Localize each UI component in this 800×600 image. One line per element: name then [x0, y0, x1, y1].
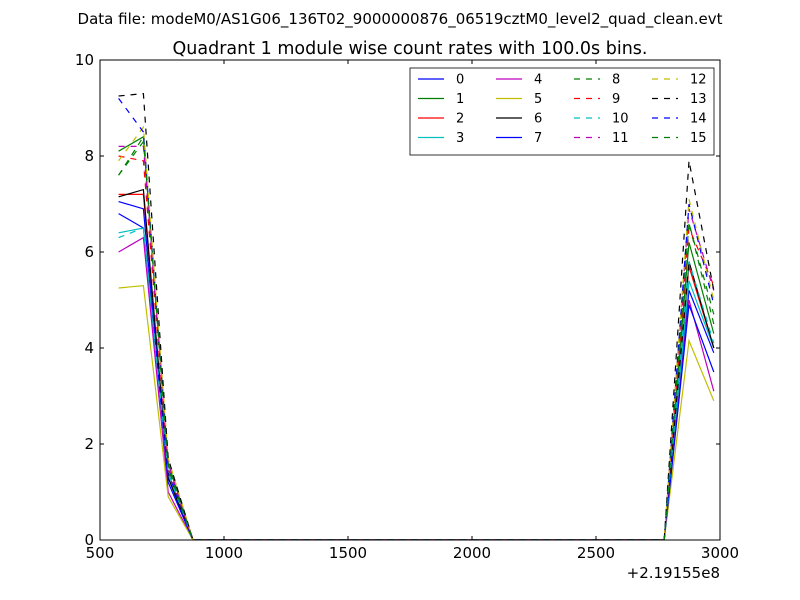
- legend-label-15: 15: [690, 131, 707, 146]
- x-tick-label: 3000: [701, 544, 739, 562]
- legend-label-12: 12: [690, 73, 707, 88]
- x-tick-label: 1500: [329, 544, 367, 562]
- x-tick-label: 500: [86, 544, 115, 562]
- y-tick-label: 2: [84, 435, 94, 453]
- legend-label-1: 1: [456, 92, 464, 107]
- y-tick-label: 10: [75, 51, 94, 69]
- legend-label-8: 8: [612, 73, 620, 88]
- x-tick-label: 2000: [453, 544, 491, 562]
- plot-frame: [99, 59, 721, 541]
- legend-label-5: 5: [534, 92, 542, 107]
- y-tick-label: 0: [84, 531, 94, 549]
- x-tick-label: 2500: [577, 544, 615, 562]
- x-tick-label: 1000: [205, 544, 243, 562]
- y-tick-label: 6: [84, 243, 94, 261]
- legend-label-13: 13: [690, 92, 707, 107]
- legend-label-6: 6: [534, 112, 542, 127]
- legend-label-11: 11: [612, 131, 629, 146]
- legend-label-4: 4: [534, 73, 542, 88]
- legend-label-3: 3: [456, 131, 464, 146]
- suptitle: Data file: modeM0/AS1G06_136T02_90000008…: [78, 10, 723, 29]
- legend-label-14: 14: [690, 112, 707, 127]
- legend-label-7: 7: [534, 131, 542, 146]
- legend-label-0: 0: [456, 73, 464, 88]
- y-tick-label: 4: [84, 339, 94, 357]
- legend-label-9: 9: [612, 92, 620, 107]
- x-offset-label: +2.19155e8: [627, 564, 720, 582]
- y-tick-label: 8: [84, 147, 94, 165]
- legend-frame: [409, 67, 715, 156]
- legend-label-10: 10: [612, 112, 629, 127]
- chart-title: Quadrant 1 module wise count rates with …: [173, 39, 648, 59]
- legend-label-2: 2: [456, 112, 464, 127]
